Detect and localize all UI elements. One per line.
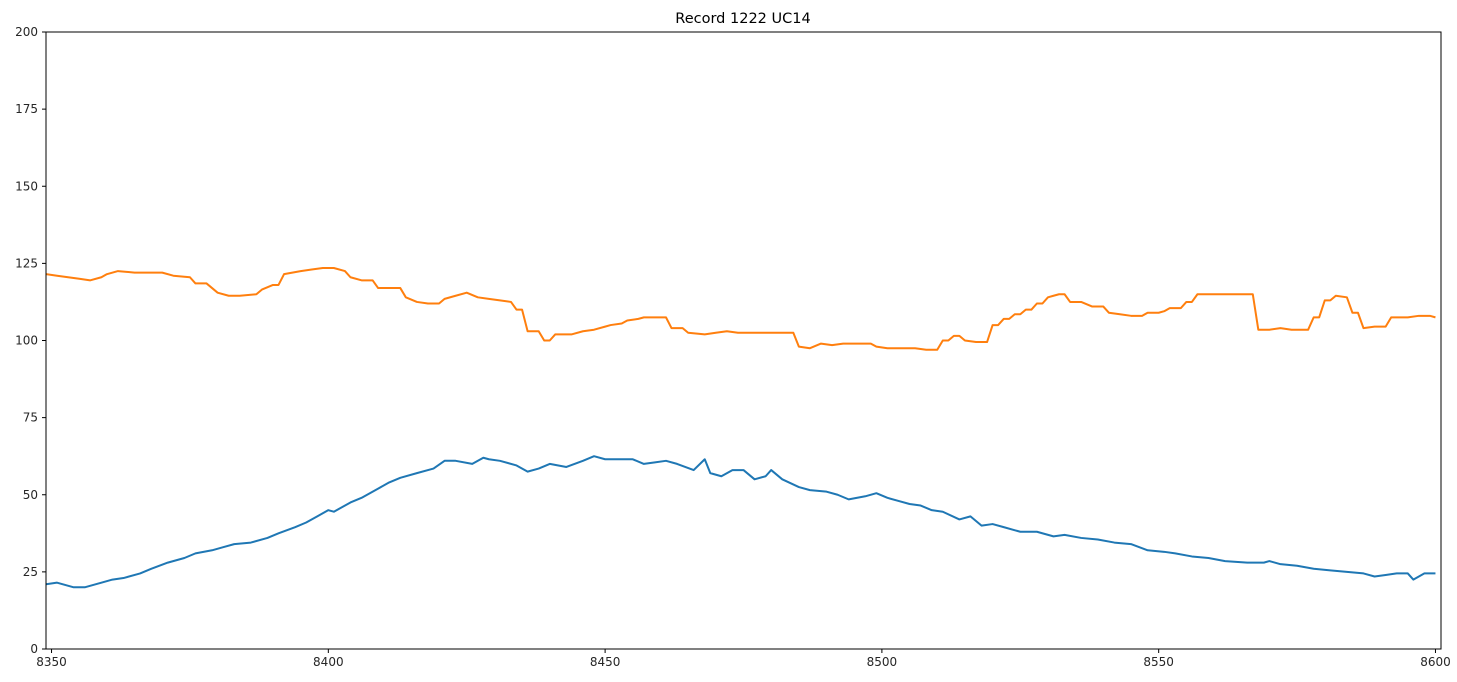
x-tick-label-8450: 8450 [590, 655, 621, 669]
x-tick-label-8550: 8550 [1143, 655, 1174, 669]
y-tick-label-0: 0 [30, 642, 38, 656]
y-tick-label-50: 50 [23, 488, 38, 502]
x-tick-label-8600: 8600 [1420, 655, 1451, 669]
y-tick-label-200: 200 [15, 25, 38, 39]
series-line-1 [46, 455, 1436, 589]
x-tick-label-8500: 8500 [867, 655, 898, 669]
y-tick-label-150: 150 [15, 179, 38, 193]
y-tick-label-125: 125 [15, 256, 38, 270]
chart-title: Record 1222 UC14 [675, 11, 810, 27]
y-tick-label-100: 100 [15, 334, 38, 348]
y-tick-label-25: 25 [23, 565, 38, 579]
plot-area: 8350 8400 8450 8500 8550 8600 0 25 50 75 100 125 150… [15, 25, 1451, 669]
x-tick-label-8350: 8350 [36, 655, 67, 669]
y-tick-label-175: 175 [15, 102, 38, 116]
x-tick-label-8400: 8400 [313, 655, 344, 669]
y-tick-label-75: 75 [23, 411, 38, 425]
series-line-2 [46, 267, 1436, 351]
